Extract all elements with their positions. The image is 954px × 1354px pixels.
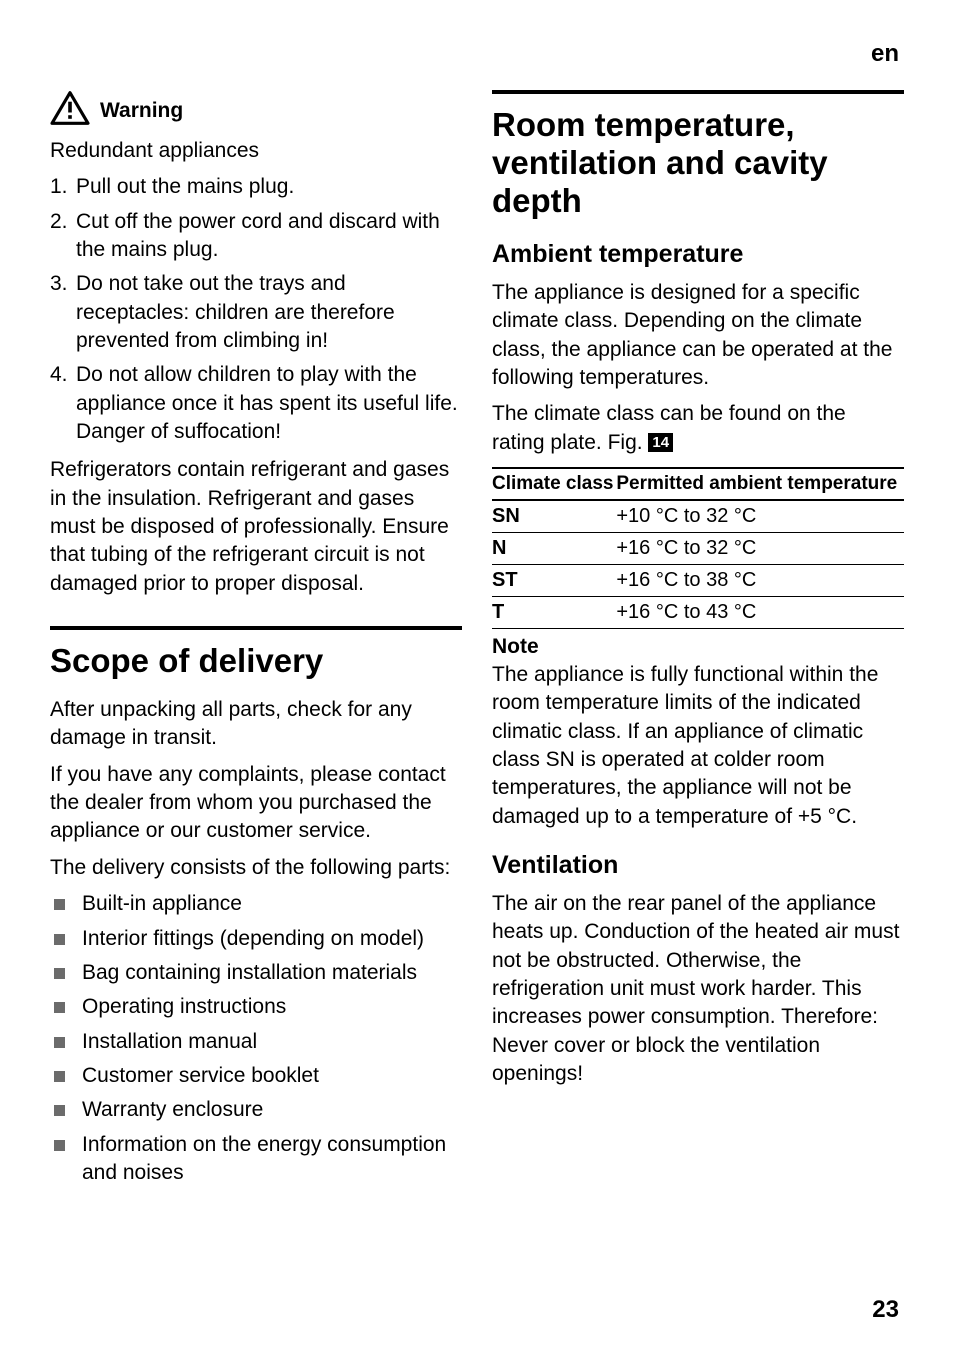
figure-reference-icon: 14 xyxy=(648,433,673,452)
ventilation-text: The air on the rear panel of the applian… xyxy=(492,890,904,1088)
list-item: Bag containing installation materials xyxy=(50,959,462,987)
table-row: ST +16 °C to 38 °C xyxy=(492,564,904,596)
table-row: SN +10 °C to 32 °C xyxy=(492,500,904,533)
table-cell: SN xyxy=(492,500,616,533)
scope-paragraph: The delivery consists of the following p… xyxy=(50,854,462,882)
list-item: Warranty enclosure xyxy=(50,1096,462,1124)
warning-header: Warning xyxy=(50,90,462,131)
scope-paragraph: After unpacking all parts, check for any… xyxy=(50,696,462,753)
ambient-rating-paragraph: The climate class can be found on the ra… xyxy=(492,400,904,457)
list-item-text: Cut off the power cord and discard with … xyxy=(76,210,440,261)
list-item: 1.Pull out the mains plug. xyxy=(50,173,462,201)
scope-heading: Scope of delivery xyxy=(50,642,462,680)
table-cell: ST xyxy=(492,564,616,596)
section-divider xyxy=(50,626,462,630)
list-item: 2.Cut off the power cord and discard wit… xyxy=(50,208,462,265)
left-column: Warning Redundant appliances 1.Pull out … xyxy=(50,90,462,1193)
content-columns: Warning Redundant appliances 1.Pull out … xyxy=(50,90,904,1193)
right-column: Room temperature, ventilation and cavity… xyxy=(492,90,904,1193)
list-item: Built-in appliance xyxy=(50,890,462,918)
warning-intro: Redundant appliances xyxy=(50,137,462,165)
list-item: Installation manual xyxy=(50,1028,462,1056)
note-text: The appliance is fully functional within… xyxy=(492,661,904,831)
table-cell: T xyxy=(492,596,616,628)
section-divider xyxy=(492,90,904,94)
climate-class-table: Climate class Permitted ambient temperat… xyxy=(492,467,904,629)
list-item: Operating instructions xyxy=(50,993,462,1021)
list-item: 3.Do not take out the trays and receptac… xyxy=(50,270,462,355)
table-cell: +16 °C to 38 °C xyxy=(616,564,904,596)
list-item: Customer service booklet xyxy=(50,1062,462,1090)
warning-disposal-paragraph: Refrigerators contain refrigerant and ga… xyxy=(50,456,462,598)
list-item-text: Do not take out the trays and receptacle… xyxy=(76,272,395,352)
list-item-text: Pull out the mains plug. xyxy=(76,175,294,198)
ambient-heading: Ambient temperature xyxy=(492,240,904,269)
note-label: Note xyxy=(492,635,904,659)
page-number: 23 xyxy=(872,1296,899,1324)
table-header: Climate class xyxy=(492,468,616,500)
warning-label: Warning xyxy=(100,99,183,123)
table-cell: +16 °C to 32 °C xyxy=(616,532,904,564)
table-header: Permitted ambient temperature xyxy=(616,468,904,500)
warning-triangle-icon xyxy=(50,90,90,131)
ventilation-heading: Ventilation xyxy=(492,851,904,880)
scope-paragraph: If you have any complaints, please conta… xyxy=(50,761,462,846)
list-item: Information on the energy consumption an… xyxy=(50,1131,462,1188)
warning-numbered-list: 1.Pull out the mains plug. 2.Cut off the… xyxy=(50,173,462,446)
list-item-text: Do not allow children to play with the a… xyxy=(76,363,458,443)
ambient-paragraph: The appliance is designed for a specific… xyxy=(492,279,904,392)
language-tag: en xyxy=(871,40,899,68)
table-cell: +10 °C to 32 °C xyxy=(616,500,904,533)
table-row: T +16 °C to 43 °C xyxy=(492,596,904,628)
list-item: 4.Do not allow children to play with the… xyxy=(50,361,462,446)
scope-bullet-list: Built-in appliance Interior fittings (de… xyxy=(50,890,462,1187)
table-row: N +16 °C to 32 °C xyxy=(492,532,904,564)
room-temp-heading: Room temperature, ventilation and cavity… xyxy=(492,106,904,220)
table-header-row: Climate class Permitted ambient temperat… xyxy=(492,468,904,500)
table-cell: N xyxy=(492,532,616,564)
list-item: Interior fittings (depending on model) xyxy=(50,925,462,953)
table-cell: +16 °C to 43 °C xyxy=(616,596,904,628)
